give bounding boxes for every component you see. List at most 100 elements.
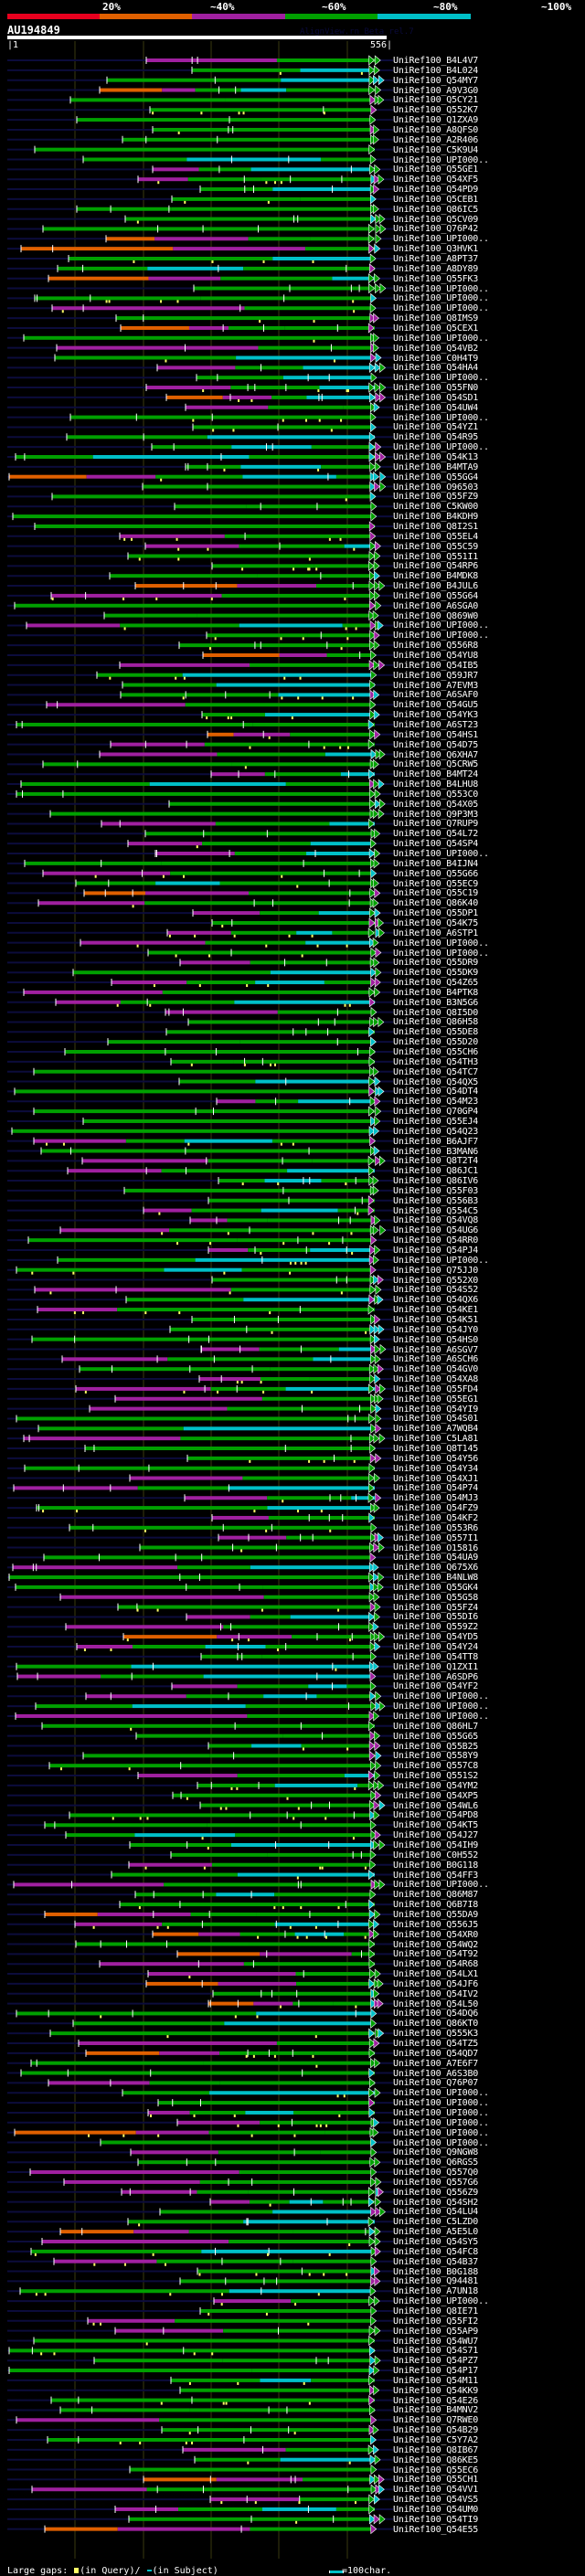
- hit-label[interactable]: UniRef100_Q557I1: [393, 1532, 479, 1543]
- hit-row[interactable]: [7, 699, 393, 710]
- hit-row[interactable]: [7, 531, 393, 542]
- hit-row[interactable]: [7, 2097, 393, 2108]
- hit-row[interactable]: [7, 1552, 393, 1563]
- hit-row[interactable]: [7, 501, 393, 512]
- hit-label[interactable]: UniRef100_Q54L50: [393, 1998, 479, 2009]
- hit-label[interactable]: UniRef100_A7EVM3: [393, 680, 479, 691]
- hit-row[interactable]: [7, 789, 393, 800]
- hit-label[interactable]: UniRef100_Q55D20: [393, 1037, 479, 1048]
- hit-row[interactable]: [7, 1958, 393, 1969]
- hit-label[interactable]: UniRef100_Q54KF2: [393, 1512, 479, 1523]
- hit-label[interactable]: UniRef100_Q55CH6: [393, 1047, 479, 1057]
- hit-label[interactable]: UniRef100_Q55EG1: [393, 1394, 479, 1405]
- hit-label[interactable]: UniRef100_Q54IH9: [393, 1840, 479, 1850]
- hit-row[interactable]: [7, 313, 393, 323]
- hit-label[interactable]: UniRef100_Q55G58: [393, 1592, 479, 1603]
- hit-row[interactable]: [7, 253, 393, 264]
- hit-label[interactable]: UniRef100_Q5CV09: [393, 214, 479, 225]
- hit-row[interactable]: [7, 1740, 393, 1752]
- hit-label[interactable]: UniRef100_UPI000..: [393, 1255, 489, 1266]
- hit-label[interactable]: UniRef100_C0H552: [393, 1850, 479, 1860]
- hit-label[interactable]: UniRef100_Q54E55: [393, 2524, 479, 2535]
- hit-row[interactable]: [7, 858, 393, 869]
- hit-row[interactable]: [7, 1799, 393, 1811]
- hit-label[interactable]: UniRef100_Q54QX6: [393, 1295, 479, 1306]
- hit-label[interactable]: UniRef100_B4L024: [393, 65, 479, 76]
- hit-row[interactable]: [7, 2444, 393, 2455]
- hit-row[interactable]: [7, 1373, 393, 1384]
- hit-row[interactable]: [7, 1978, 393, 1989]
- hit-label[interactable]: UniRef100_UPI000..: [393, 1711, 489, 1722]
- hit-row[interactable]: [7, 1443, 393, 1454]
- hit-row[interactable]: [7, 1175, 393, 1186]
- hit-row[interactable]: [7, 124, 393, 135]
- hit-row[interactable]: [7, 2365, 393, 2376]
- hit-row[interactable]: [7, 2048, 393, 2059]
- hit-label[interactable]: UniRef100_Q54YU8: [393, 651, 479, 661]
- hit-row[interactable]: [7, 2306, 393, 2316]
- hit-label[interactable]: UniRef100_UPI000..: [393, 442, 489, 453]
- hit-row[interactable]: [7, 2196, 393, 2208]
- hit-row[interactable]: [7, 2127, 393, 2138]
- hit-row[interactable]: [7, 620, 393, 631]
- hit-row[interactable]: [7, 1294, 393, 1305]
- hit-row[interactable]: [7, 1641, 393, 1652]
- hit-label[interactable]: UniRef100_Q54PZ7: [393, 2356, 479, 2367]
- hit-label[interactable]: UniRef100_Q5CEX1: [393, 323, 479, 334]
- hit-row[interactable]: [7, 451, 393, 462]
- hit-row[interactable]: [7, 1592, 393, 1603]
- hit-row[interactable]: [7, 1423, 393, 1434]
- hit-row[interactable]: [7, 630, 393, 641]
- hit-row[interactable]: [7, 362, 393, 373]
- hit-label[interactable]: UniRef100_Q55C19: [393, 888, 479, 899]
- hit-label[interactable]: UniRef100_B4MDK8: [393, 571, 479, 582]
- hit-row[interactable]: [7, 1711, 393, 1722]
- hit-row[interactable]: [7, 2514, 393, 2525]
- hit-label[interactable]: UniRef100_Q54VB2: [393, 343, 479, 354]
- hit-label[interactable]: UniRef100_UPI000..: [393, 283, 489, 294]
- hit-row[interactable]: [7, 213, 393, 225]
- hit-label[interactable]: UniRef100_Q55DK9: [393, 968, 479, 979]
- hit-row[interactable]: [7, 818, 393, 830]
- hit-row[interactable]: [7, 758, 393, 769]
- hit-label[interactable]: UniRef100_Q54R95: [393, 432, 479, 443]
- hit-row[interactable]: [7, 1919, 393, 1930]
- hit-row[interactable]: [7, 2295, 393, 2306]
- hit-row[interactable]: [7, 204, 393, 215]
- hit-row[interactable]: [7, 2236, 393, 2247]
- hit-label[interactable]: UniRef100_Q1ZXA9: [393, 115, 479, 126]
- hit-row[interactable]: [7, 947, 393, 959]
- hit-label[interactable]: UniRef100_Q54Y24: [393, 1642, 479, 1652]
- hit-row[interactable]: [7, 828, 393, 839]
- hit-label[interactable]: UniRef100_Q86KT0: [393, 2019, 479, 2030]
- hit-label[interactable]: UniRef100_B4MNV2: [393, 2405, 479, 2416]
- hit-label[interactable]: UniRef100_Q54XR0: [393, 1929, 479, 1940]
- hit-row[interactable]: [7, 223, 393, 235]
- hit-row[interactable]: [7, 114, 393, 125]
- hit-row[interactable]: [7, 1433, 393, 1444]
- hit-label[interactable]: UniRef100_Q54D75: [393, 739, 479, 750]
- hit-label[interactable]: UniRef100_Q54YD5: [393, 1632, 479, 1643]
- hit-label[interactable]: UniRef100_Q54SP4: [393, 839, 479, 850]
- hit-label[interactable]: UniRef100_UPI000..: [393, 333, 489, 344]
- hit-row[interactable]: [7, 421, 393, 433]
- hit-label[interactable]: UniRef100_C0H4T9: [393, 353, 479, 364]
- hit-label[interactable]: UniRef100_UPI000..: [393, 2117, 489, 2128]
- hit-label[interactable]: UniRef100_Q9NGW8: [393, 2147, 479, 2158]
- hit-label[interactable]: UniRef100_Q70GP4: [393, 1107, 479, 1118]
- hit-row[interactable]: [7, 1731, 393, 1742]
- hit-label[interactable]: UniRef100_A8QFS0: [393, 124, 479, 135]
- hit-row[interactable]: [7, 1909, 393, 1920]
- hit-label[interactable]: UniRef100_Q675X6: [393, 1563, 479, 1574]
- hit-label[interactable]: UniRef100_UPI000..: [393, 373, 489, 384]
- hit-label[interactable]: UniRef100_Q54TI9: [393, 2514, 479, 2525]
- hit-row[interactable]: [7, 1304, 393, 1315]
- hit-row[interactable]: [7, 1948, 393, 1959]
- hit-row[interactable]: [7, 887, 393, 899]
- hit-row[interactable]: [7, 174, 393, 185]
- hit-row[interactable]: [7, 1680, 393, 1692]
- hit-row[interactable]: [7, 938, 393, 949]
- hit-label[interactable]: UniRef100_A8DY89: [393, 263, 479, 274]
- hit-row[interactable]: [7, 55, 393, 66]
- hit-label[interactable]: UniRef100_Q6XHA7: [393, 749, 479, 760]
